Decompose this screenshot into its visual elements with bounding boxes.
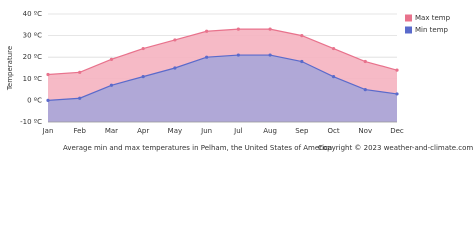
legend-swatch <box>405 14 412 22</box>
point <box>268 27 272 31</box>
point <box>173 66 177 70</box>
point <box>46 72 50 77</box>
point <box>78 70 82 74</box>
y-tick-label: 0 ºC <box>27 96 42 104</box>
y-axis-label: Temperature <box>6 46 14 91</box>
x-tick-label: Apr <box>137 127 149 135</box>
point <box>205 55 209 59</box>
point <box>78 96 82 100</box>
point <box>173 38 177 42</box>
x-tick-label: Dec <box>390 127 404 135</box>
point <box>141 46 145 51</box>
line <box>47 28 398 76</box>
chart: Temperature Average min and max temperat… <box>6 10 473 152</box>
point <box>109 83 114 87</box>
point <box>395 92 399 96</box>
x-tick-label: Sep <box>295 127 309 135</box>
x-tick-label: Oct <box>327 127 339 135</box>
y-tick-label: 40 ºC <box>23 10 42 18</box>
point <box>236 27 240 31</box>
point <box>268 53 272 57</box>
legend-label: Max temp <box>415 14 451 22</box>
x-tick-label: Aug <box>263 127 277 135</box>
x-tick-label: Jun <box>200 127 212 135</box>
x-tick-label: Feb <box>74 127 87 135</box>
x-tick-label: Jan <box>42 127 54 135</box>
line <box>47 54 398 101</box>
point <box>236 53 240 57</box>
x-tick-label: May <box>168 127 182 135</box>
point <box>331 75 336 79</box>
caption: Average min and max temperatures in Pelh… <box>63 144 332 152</box>
point <box>300 59 304 64</box>
x-tick-label: Jul <box>233 127 243 135</box>
point <box>363 88 367 92</box>
point <box>363 59 367 64</box>
y-tick-label: 20 ºC <box>23 53 42 61</box>
point <box>109 57 114 61</box>
y-tick-label: -10 ºC <box>20 118 42 126</box>
legend-label: Min temp <box>415 26 449 34</box>
legend-swatch <box>405 26 412 34</box>
copyright: Copyright © 2023 weather-and-climate.com <box>318 144 473 152</box>
point <box>205 29 209 33</box>
x-tick-label: Nov <box>358 127 372 135</box>
area <box>48 55 397 122</box>
y-tick-label: 10 ºC <box>23 75 42 83</box>
point <box>141 75 145 79</box>
point <box>331 46 336 51</box>
point <box>46 98 50 102</box>
point <box>395 68 399 72</box>
point <box>300 34 304 38</box>
x-tick-label: Mar <box>105 127 118 135</box>
y-tick-label: 30 ºC <box>23 32 42 40</box>
